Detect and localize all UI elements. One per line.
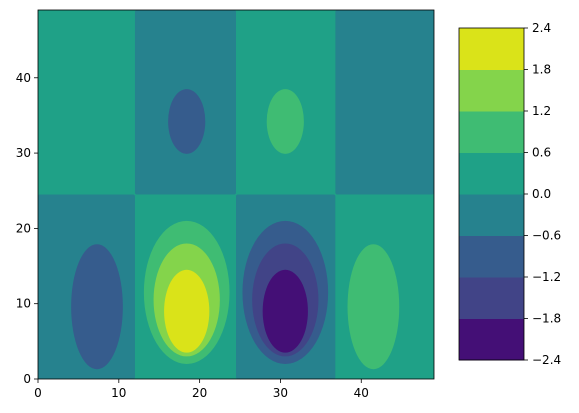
- colorbar: −2.4 −1.8 −1.2 −0.6 0.0 0.6 1.2 1.8 2.4: [458, 21, 561, 367]
- x-tick-label: 40: [354, 386, 369, 400]
- colorbar-tick-label: 0.0: [532, 187, 551, 201]
- colorbar-tick-label: −1.2: [532, 270, 561, 284]
- contour-blob-17: [262, 269, 308, 353]
- plot-area: [38, 10, 434, 379]
- colorbar-tick-label: 2.4: [532, 21, 551, 35]
- contour-blob-11: [347, 244, 400, 370]
- contour-cell-0: [38, 10, 135, 195]
- y-tick-label: 0: [23, 372, 31, 386]
- y-tick-label: 40: [16, 71, 31, 85]
- x-tick-label: 30: [273, 386, 288, 400]
- x-tick-label: 10: [111, 386, 126, 400]
- contour-cell-3: [335, 10, 434, 195]
- colorbar-tick-label: 1.8: [532, 63, 551, 77]
- y-tick-label: 10: [16, 297, 31, 311]
- colorbar-tick-label: 0.6: [532, 146, 551, 160]
- y-axis: 0 10 20 30 40: [16, 71, 38, 386]
- contour-blob-14: [164, 269, 210, 353]
- plot-frame: [37, 9, 435, 380]
- y-tick-label: 20: [16, 221, 31, 235]
- colorbar-tick-label: 1.2: [532, 104, 551, 118]
- colorbar-segment: [459, 152, 524, 195]
- contour-blob-10: [71, 244, 123, 370]
- x-tick-label: 0: [34, 386, 42, 400]
- y-tick-label: 30: [16, 146, 31, 160]
- x-tick-label: 20: [192, 386, 207, 400]
- colorbar-segment: [459, 28, 524, 70]
- colorbar-segment: [459, 111, 524, 153]
- colorbar-segment: [459, 194, 524, 236]
- colorbar-tick-label: −0.6: [532, 229, 561, 243]
- colorbar-segment: [459, 318, 524, 361]
- contour-blob-9: [266, 89, 304, 154]
- colorbar-segment: [459, 235, 524, 278]
- colorbar-tick-label: −1.8: [532, 312, 561, 326]
- contour-blob-8: [168, 89, 206, 154]
- x-axis: 0 10 20 30 40: [34, 379, 369, 400]
- colorbar-segment: [459, 277, 524, 319]
- colorbar-segment: [459, 69, 524, 112]
- colorbar-tick-label: −2.4: [532, 353, 561, 367]
